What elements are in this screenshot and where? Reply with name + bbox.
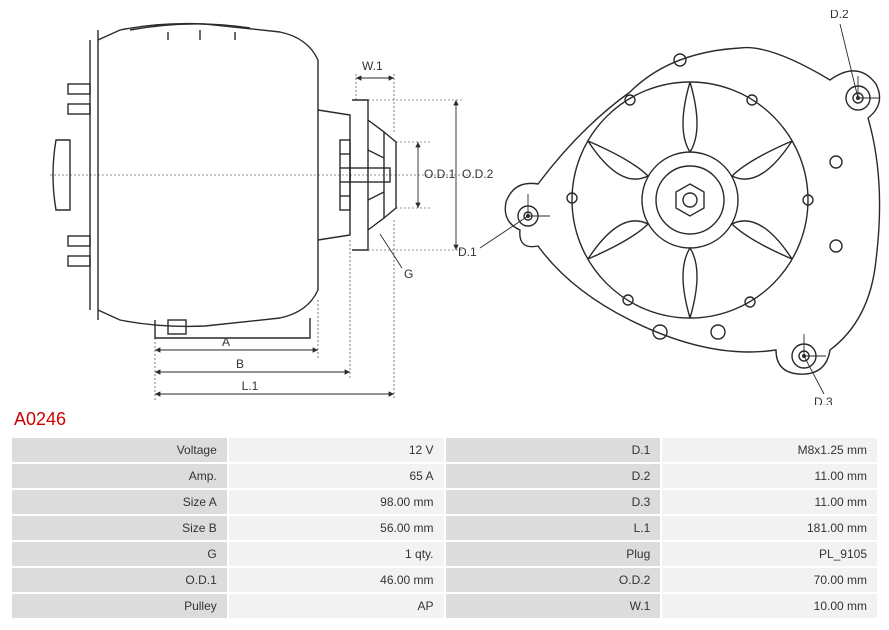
spec-value: 46.00 mm (229, 568, 444, 592)
table-row: O.D.1 46.00 mm O.D.2 70.00 mm (12, 568, 877, 592)
spec-label: D.2 (446, 464, 661, 488)
dim-label-od2: O.D.2 (462, 167, 494, 181)
table-row: Size A 98.00 mm D.3 11.00 mm (12, 490, 877, 514)
spec-value: 98.00 mm (229, 490, 444, 514)
dim-label-od1: O.D.1 (424, 167, 456, 181)
spec-value: 11.00 mm (662, 464, 877, 488)
spec-label: Voltage (12, 438, 227, 462)
spec-label: O.D.1 (12, 568, 227, 592)
spec-value: 11.00 mm (662, 490, 877, 514)
technical-drawing: W.1 O.D.1 O.D.2 G A B L.1 (10, 10, 879, 405)
spec-label: O.D.2 (446, 568, 661, 592)
spec-label: Amp. (12, 464, 227, 488)
table-row: G 1 qty. Plug PL_9105 (12, 542, 877, 566)
front-view: D.1 D.2 D.3 (458, 10, 880, 405)
spec-value: AP (229, 594, 444, 618)
spec-value: 70.00 mm (662, 568, 877, 592)
dim-label-d3: D.3 (814, 395, 833, 405)
spec-label: W.1 (446, 594, 661, 618)
spec-label: D.3 (446, 490, 661, 514)
spec-value: M8x1.25 mm (662, 438, 877, 462)
spec-label: Size A (12, 490, 227, 514)
spec-table: Voltage 12 V D.1 M8x1.25 mm Amp. 65 A D.… (10, 436, 879, 620)
table-row: Voltage 12 V D.1 M8x1.25 mm (12, 438, 877, 462)
spec-label: D.1 (446, 438, 661, 462)
dim-label-w1: W.1 (362, 59, 383, 73)
spec-label: Size B (12, 516, 227, 540)
spec-value: 65 A (229, 464, 444, 488)
spec-label: G (12, 542, 227, 566)
spec-label: Pulley (12, 594, 227, 618)
dim-label-d2: D.2 (830, 10, 849, 21)
table-row: Size B 56.00 mm L.1 181.00 mm (12, 516, 877, 540)
spec-value: 10.00 mm (662, 594, 877, 618)
spec-label: Plug (446, 542, 661, 566)
spec-value: 181.00 mm (662, 516, 877, 540)
spec-value: 56.00 mm (229, 516, 444, 540)
table-row: Pulley AP W.1 10.00 mm (12, 594, 877, 618)
dim-label-d1: D.1 (458, 245, 477, 259)
dim-label-g: G (404, 267, 413, 281)
part-number: A0246 (14, 409, 879, 430)
spec-label: L.1 (446, 516, 661, 540)
dim-label-l1: L.1 (242, 379, 259, 393)
spec-value: PL_9105 (662, 542, 877, 566)
table-row: Amp. 65 A D.2 11.00 mm (12, 464, 877, 488)
spec-value: 1 qty. (229, 542, 444, 566)
dim-label-a: A (222, 335, 230, 349)
dim-label-b: B (236, 357, 244, 371)
spec-value: 12 V (229, 438, 444, 462)
side-view: W.1 O.D.1 O.D.2 G A B L.1 (50, 24, 494, 400)
